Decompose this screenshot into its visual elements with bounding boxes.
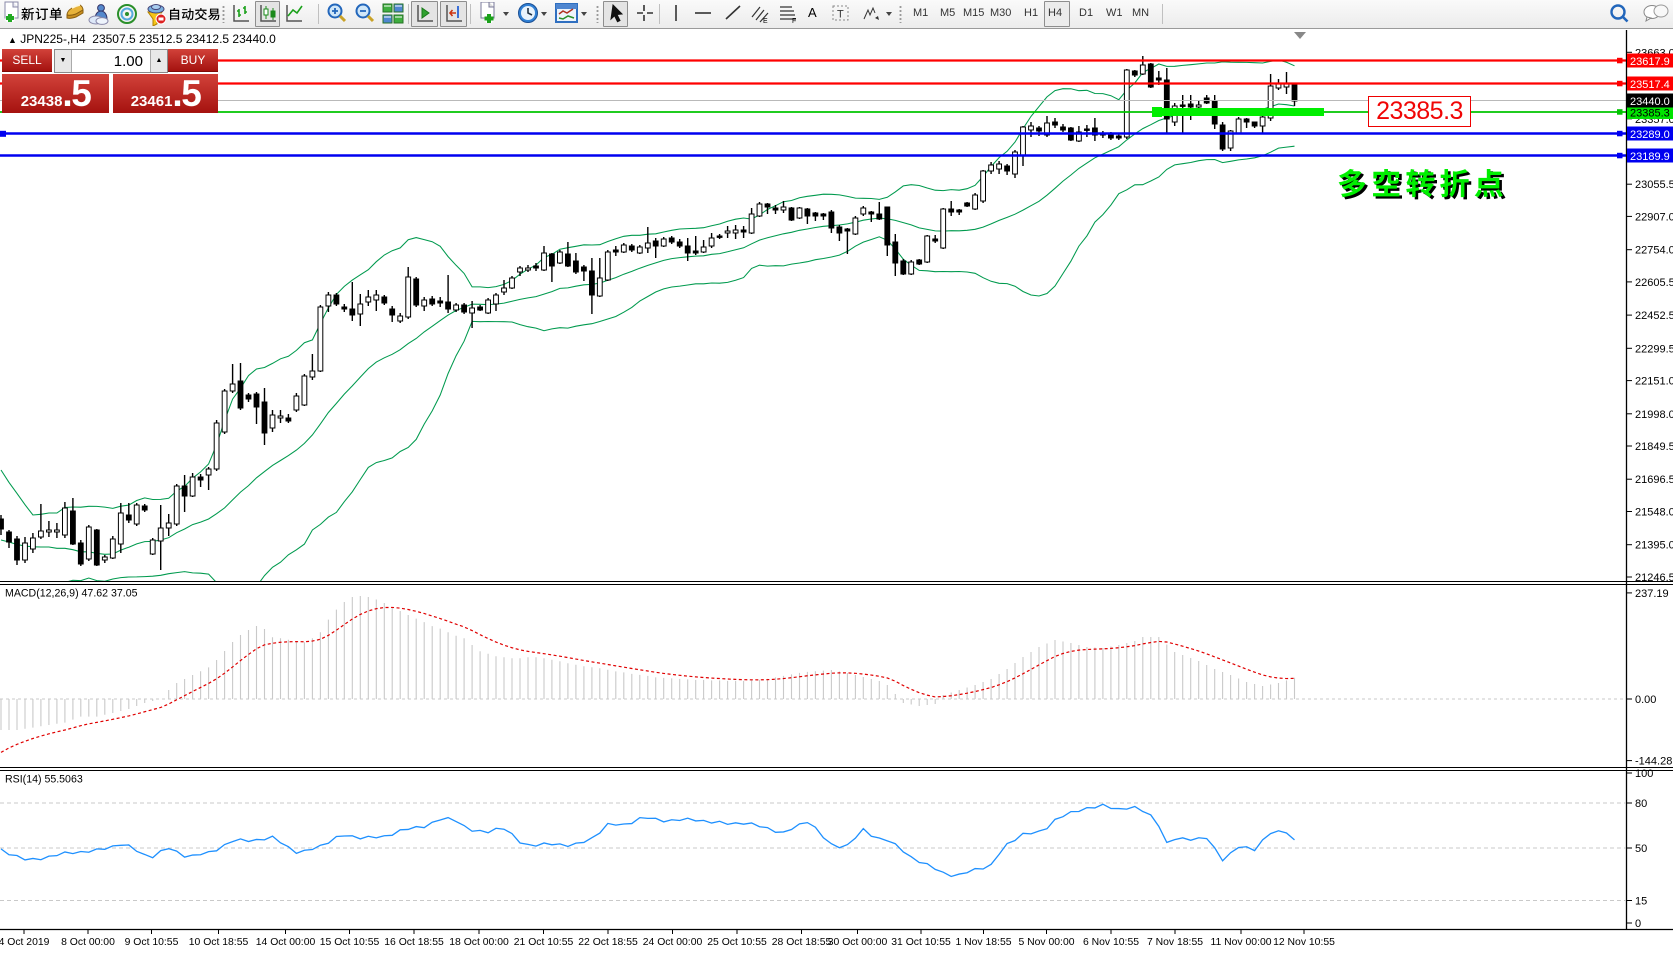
svg-text:30 Oct 00:00: 30 Oct 00:00	[828, 937, 888, 948]
svg-text:E: E	[763, 18, 768, 25]
svg-text:0: 0	[1635, 918, 1641, 930]
svg-text:6 Nov 10:55: 6 Nov 10:55	[1083, 937, 1139, 948]
svg-text:21246.5: 21246.5	[1635, 572, 1673, 584]
svg-text:21 Oct 10:55: 21 Oct 10:55	[514, 937, 574, 948]
svg-text:23289.0: 23289.0	[1630, 129, 1670, 141]
svg-text:22299.5: 22299.5	[1635, 343, 1673, 355]
svg-text:22605.5: 22605.5	[1635, 277, 1673, 289]
svg-text:T: T	[837, 9, 844, 21]
svg-text:21548.0: 21548.0	[1635, 507, 1673, 519]
svg-text:31 Oct 10:55: 31 Oct 10:55	[891, 937, 951, 948]
svg-text:7 Nov 18:55: 7 Nov 18:55	[1147, 937, 1203, 948]
svg-text:4 Oct 2019: 4 Oct 2019	[0, 937, 50, 948]
svg-text:21998.0: 21998.0	[1635, 409, 1673, 421]
svg-text:0.00: 0.00	[1635, 694, 1656, 706]
svg-text:100: 100	[1635, 768, 1653, 780]
svg-text:28 Oct 18:55: 28 Oct 18:55	[772, 937, 832, 948]
svg-text:9 Oct 10:55: 9 Oct 10:55	[125, 937, 179, 948]
svg-text:21395.0: 21395.0	[1635, 540, 1673, 552]
svg-text:15: 15	[1635, 896, 1647, 908]
svg-text:25 Oct 10:55: 25 Oct 10:55	[707, 937, 767, 948]
svg-text:21849.5: 21849.5	[1635, 441, 1673, 453]
svg-text:23517.4: 23517.4	[1630, 79, 1670, 91]
svg-text:14 Oct 00:00: 14 Oct 00:00	[256, 937, 316, 948]
svg-text:22907.0: 22907.0	[1635, 211, 1673, 223]
svg-text:12 Nov 10:55: 12 Nov 10:55	[1273, 937, 1335, 948]
svg-text:10 Oct 18:55: 10 Oct 18:55	[189, 937, 249, 948]
svg-text:8 Oct 00:00: 8 Oct 00:00	[61, 937, 115, 948]
svg-text:24 Oct 00:00: 24 Oct 00:00	[643, 937, 703, 948]
svg-text:237.19: 237.19	[1635, 588, 1669, 600]
svg-text:23189.9: 23189.9	[1630, 151, 1670, 163]
svg-text:22754.0: 22754.0	[1635, 245, 1673, 257]
svg-text:11 Nov 00:00: 11 Nov 00:00	[1210, 937, 1271, 948]
svg-text:RSI(14) 55.5063: RSI(14) 55.5063	[5, 774, 83, 786]
svg-text:23385.3: 23385.3	[1630, 108, 1670, 120]
svg-text:50: 50	[1635, 843, 1647, 855]
svg-text:23440.0: 23440.0	[1630, 96, 1670, 108]
svg-text:16 Oct 18:55: 16 Oct 18:55	[384, 937, 444, 948]
svg-text:F: F	[792, 18, 796, 25]
svg-text:22 Oct 18:55: 22 Oct 18:55	[578, 937, 638, 948]
svg-text:23055.5: 23055.5	[1635, 179, 1673, 191]
svg-text:-144.28: -144.28	[1635, 756, 1672, 768]
svg-text:80: 80	[1635, 798, 1647, 810]
svg-text:18 Oct 00:00: 18 Oct 00:00	[449, 937, 509, 948]
svg-text:22151.0: 22151.0	[1635, 376, 1673, 388]
svg-text:1 Nov 18:55: 1 Nov 18:55	[955, 937, 1011, 948]
svg-text:21696.5: 21696.5	[1635, 474, 1673, 486]
svg-text:22452.5: 22452.5	[1635, 310, 1673, 322]
svg-text:5 Nov 00:00: 5 Nov 00:00	[1018, 937, 1074, 948]
svg-text:23617.9: 23617.9	[1630, 56, 1670, 68]
svg-text:MACD(12,26,9) 47.62 37.05: MACD(12,26,9) 47.62 37.05	[5, 588, 138, 600]
svg-text:15 Oct 10:55: 15 Oct 10:55	[320, 937, 380, 948]
